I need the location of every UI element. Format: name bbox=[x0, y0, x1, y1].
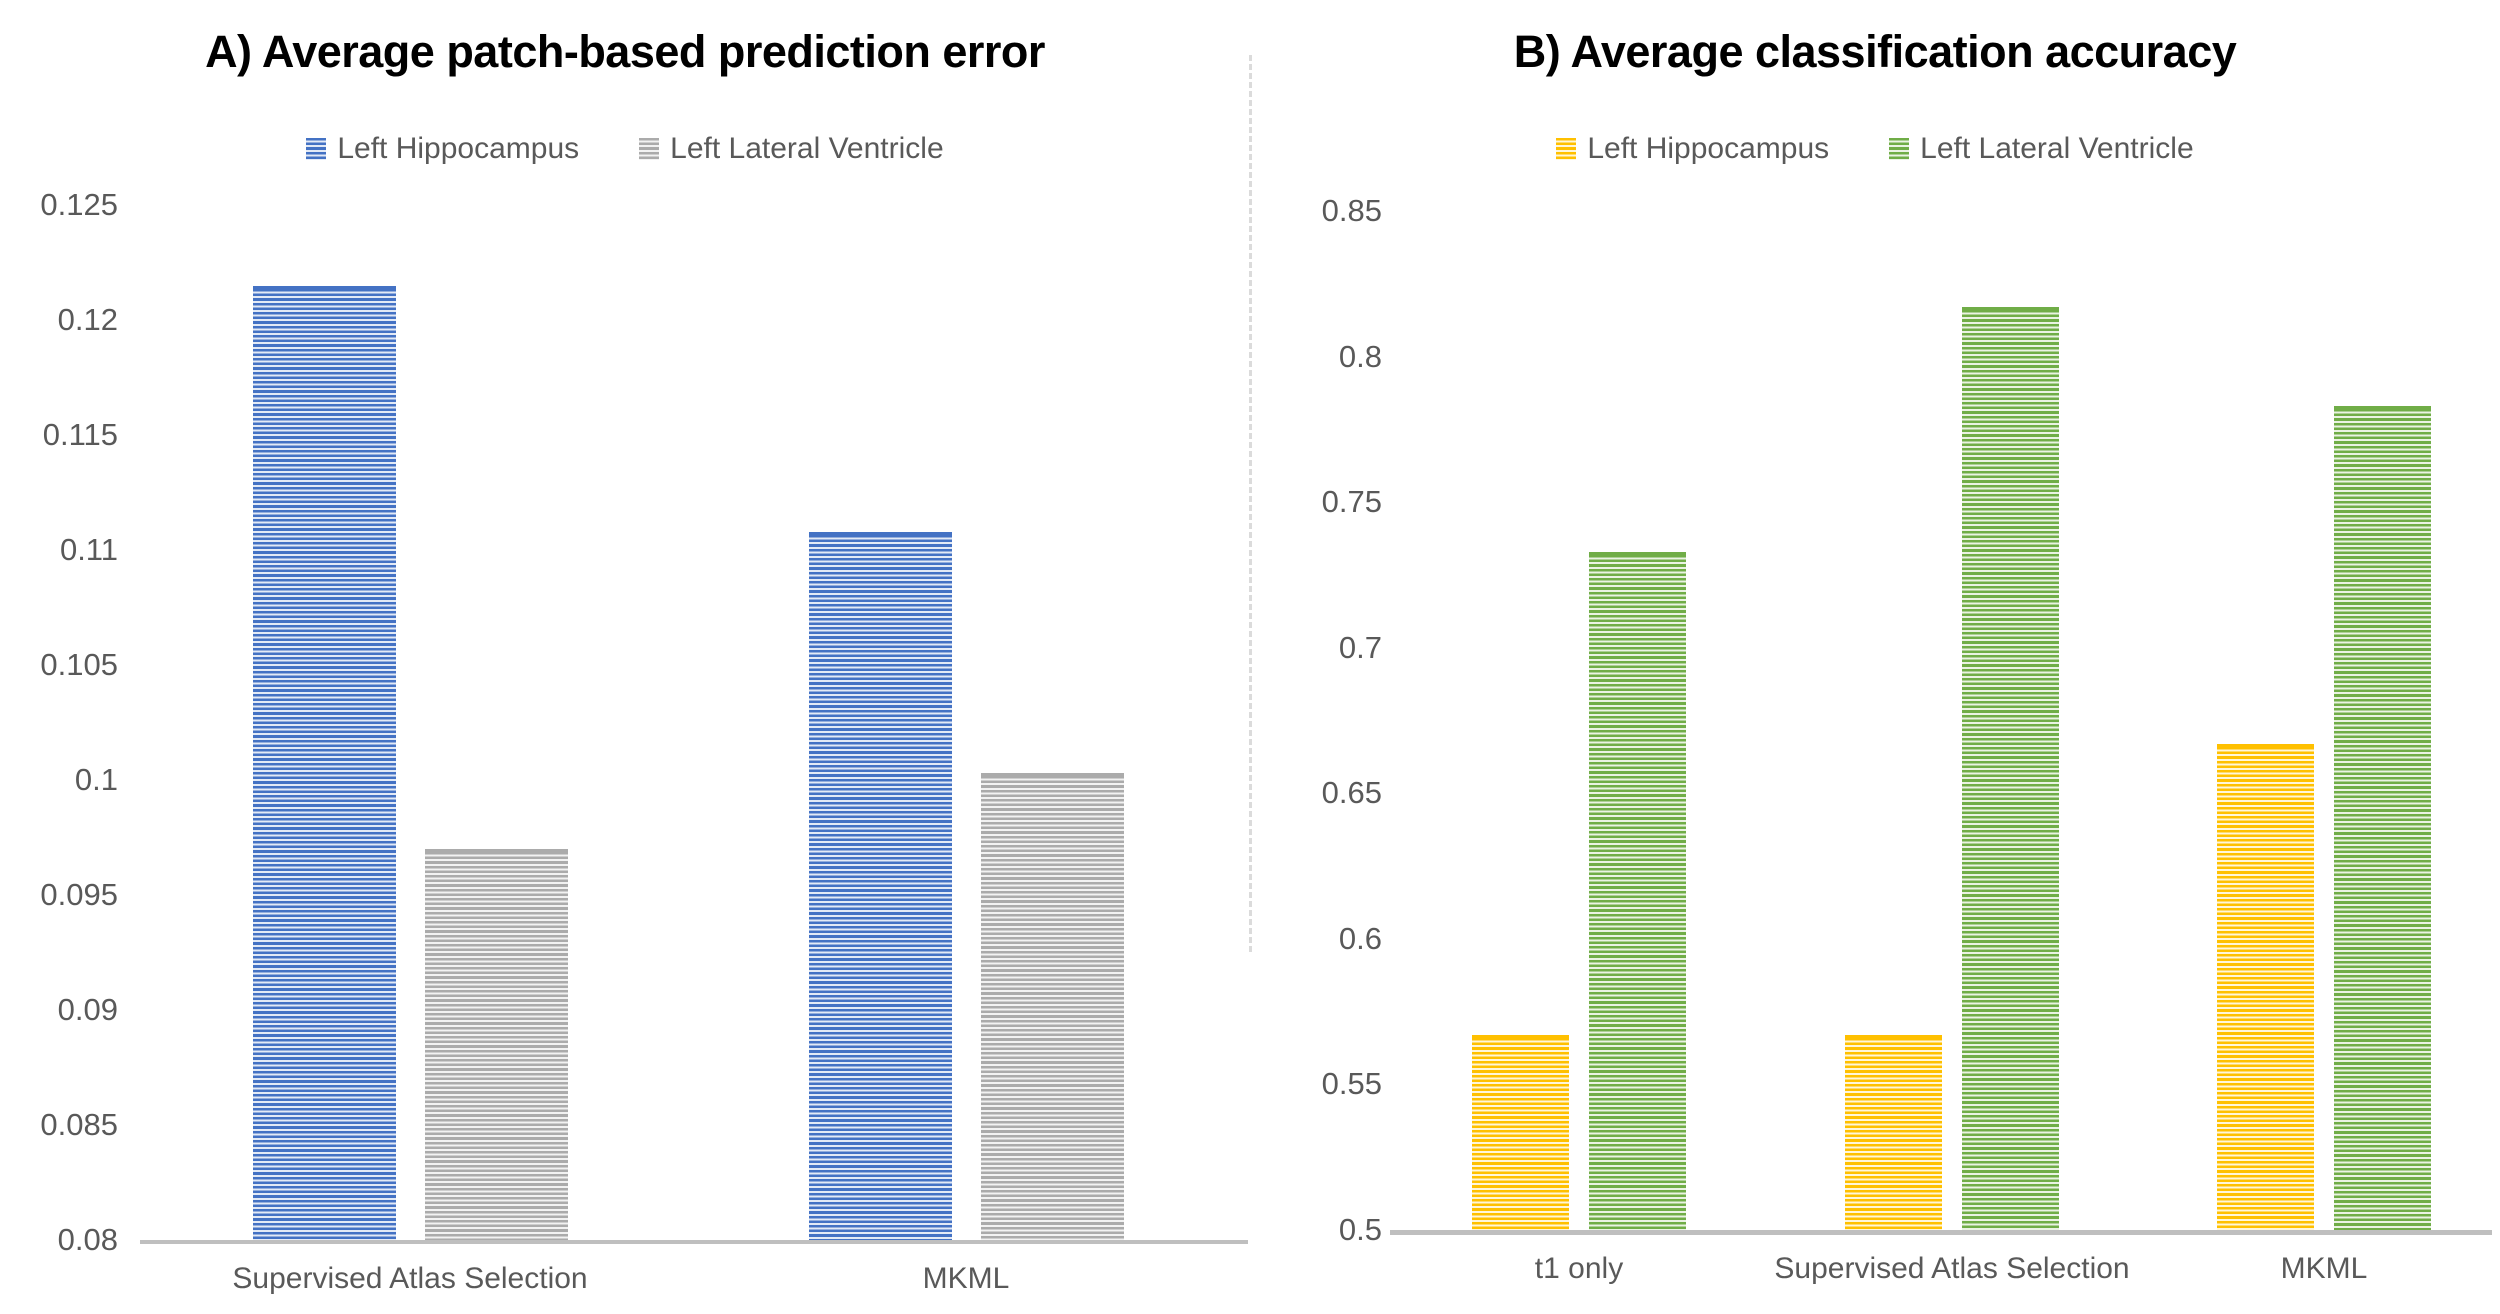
panel-prediction-error: A) Average patch-based prediction error … bbox=[0, 26, 1250, 1295]
bar-left-lateral-ventricle bbox=[425, 849, 568, 1240]
bar-left-lateral-ventricle bbox=[1962, 307, 2059, 1230]
legend-label: Left Hippocampus bbox=[1587, 132, 1830, 165]
y-axis-tick-label: 0.095 bbox=[40, 877, 118, 912]
y-axis-tick-label: 0.85 bbox=[1321, 193, 1382, 228]
chart-title-a: A) Average patch-based prediction error bbox=[205, 26, 1045, 77]
legend-swatch-icon bbox=[1556, 138, 1577, 160]
x-axis-category-label: Supervised Atlas Selection bbox=[232, 1262, 588, 1295]
legend-label: Left Lateral Ventricle bbox=[670, 132, 944, 165]
legend-swatch-icon bbox=[639, 138, 660, 160]
chart-title-b: B) Average classification accuracy bbox=[1513, 26, 2237, 77]
legend-item: Left Lateral Ventricle bbox=[639, 132, 944, 166]
y-axis-tick-label: 0.55 bbox=[1321, 1066, 1382, 1102]
y-axis-tick-label: 0.08 bbox=[57, 1222, 118, 1257]
legend-label: Left Lateral Ventricle bbox=[1920, 132, 2194, 165]
panel-separator-line bbox=[1249, 55, 1252, 952]
y-axis-tick-label: 0.5 bbox=[1338, 1212, 1382, 1247]
bar-left-hippocampus bbox=[1472, 1035, 1569, 1230]
x-axis-category-label: Supervised Atlas Selection bbox=[1774, 1252, 2130, 1285]
legend-swatch-icon bbox=[1889, 138, 1910, 160]
y-axis-tick-label: 0.7 bbox=[1338, 629, 1382, 665]
y-axis-tick-label: 0.1 bbox=[74, 762, 118, 797]
legend-swatch-icon bbox=[306, 138, 327, 160]
y-axis-tick-label: 0.75 bbox=[1321, 484, 1382, 520]
bar-left-lateral-ventricle bbox=[981, 773, 1124, 1240]
legend-item: Left Lateral Ventricle bbox=[1889, 132, 2194, 166]
y-axis-tick-label: 0.085 bbox=[40, 1107, 118, 1142]
y-axis-tick-label: 0.115 bbox=[42, 417, 118, 452]
y-axis-tick-label: 0.125 bbox=[40, 187, 118, 222]
bar-left-lateral-ventricle bbox=[2334, 406, 2431, 1230]
x-axis-line bbox=[1390, 1230, 2492, 1235]
legend-a: Left Hippocampus Left Lateral Ventricle bbox=[0, 132, 1250, 166]
legend-item: Left Hippocampus bbox=[306, 132, 579, 166]
bar-left-hippocampus bbox=[809, 532, 952, 1240]
x-axis-category-label: MKML bbox=[922, 1262, 1010, 1295]
bar-left-hippocampus bbox=[253, 286, 396, 1240]
bar-left-hippocampus bbox=[2217, 744, 2314, 1230]
y-axis-tick-label: 0.09 bbox=[57, 992, 118, 1027]
x-axis-category-label: t1 only bbox=[1534, 1252, 1624, 1285]
y-axis-tick-label: 0.6 bbox=[1338, 920, 1382, 956]
bar-left-lateral-ventricle bbox=[1589, 552, 1686, 1230]
y-axis-tick-label: 0.12 bbox=[57, 302, 118, 337]
y-axis-tick-label: 0.105 bbox=[40, 647, 118, 682]
legend-label: Left Hippocampus bbox=[337, 132, 580, 165]
x-axis-category-label: MKML bbox=[2280, 1252, 2368, 1285]
panel-classification-accuracy: B) Average classification accuracy Left … bbox=[1250, 0, 2500, 1314]
x-axis-line bbox=[140, 1240, 1248, 1244]
legend-item: Left Hippocampus bbox=[1556, 132, 1829, 166]
y-axis-tick-label: 0.11 bbox=[59, 532, 118, 567]
bar-left-hippocampus bbox=[1845, 1035, 1942, 1230]
legend-b: Left Hippocampus Left Lateral Ventricle bbox=[1250, 132, 2500, 166]
y-axis-tick-label: 0.8 bbox=[1338, 338, 1382, 374]
y-axis-tick-label: 0.65 bbox=[1321, 775, 1382, 811]
